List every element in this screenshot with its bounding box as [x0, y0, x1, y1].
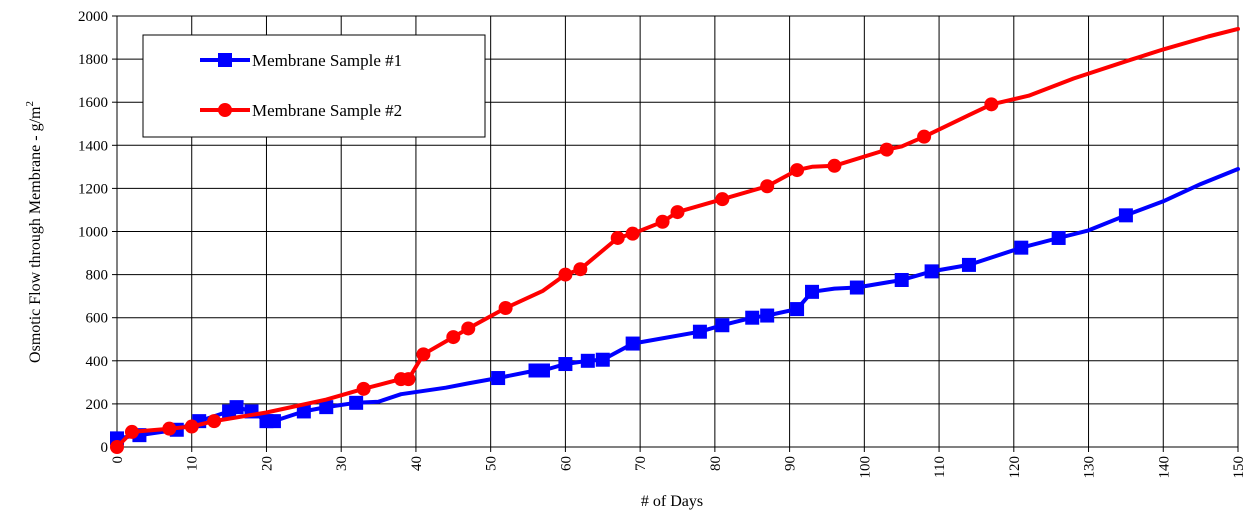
series-2-point — [558, 267, 573, 282]
series-1-point — [961, 257, 976, 272]
series-1-point — [924, 264, 939, 279]
y-tick-label: 0 — [101, 440, 109, 456]
legend-label-sample-2: Membrane Sample #2 — [252, 101, 402, 120]
series-2-point — [401, 372, 416, 387]
y-tick-label: 1000 — [78, 225, 108, 241]
x-tick-label: 0 — [110, 456, 126, 464]
series-1-point — [692, 324, 707, 339]
legend: Membrane Sample #1 Membrane Sample #2 — [142, 34, 486, 138]
x-tick-label: 140 — [1156, 456, 1172, 479]
series-1-point — [760, 308, 775, 323]
x-tick-label: 150 — [1231, 456, 1243, 479]
series-1-point — [580, 353, 595, 368]
series-1-point — [790, 302, 805, 317]
series-2-point — [610, 230, 625, 245]
y-axis-label: Osmotic Flow through Membrane - g/m2 — [24, 101, 44, 363]
series-layer — [110, 26, 1240, 454]
x-tick-label: 100 — [857, 456, 873, 479]
series-2-point — [446, 330, 461, 345]
x-tick-label: 50 — [484, 456, 500, 471]
legend-marker-sample-2 — [218, 103, 232, 117]
x-tick-label: 40 — [409, 456, 425, 471]
series-1-point — [558, 357, 573, 372]
series-1-point — [715, 318, 730, 333]
y-tick-label: 2000 — [78, 9, 108, 25]
series-1-point — [1014, 240, 1029, 255]
axes — [112, 15, 1239, 452]
series-2-point — [124, 424, 139, 439]
legend-label-sample-1: Membrane Sample #1 — [252, 51, 402, 70]
series-1-point — [805, 284, 820, 299]
y-tick-label: 1800 — [78, 52, 108, 68]
series-2 — [110, 26, 1240, 454]
series-1-point — [625, 336, 640, 351]
series-2-point — [184, 419, 199, 434]
series-2-point — [879, 142, 894, 157]
series-1-point — [319, 400, 334, 415]
y-axis-label-superscript: 2 — [24, 101, 36, 107]
series-2-point — [827, 158, 842, 173]
series-1-point — [266, 414, 281, 429]
y-tick-label: 1600 — [78, 95, 108, 111]
series-2-point — [625, 226, 640, 241]
series-2-point — [655, 214, 670, 229]
x-tick-label: 120 — [1007, 456, 1023, 479]
y-tick-label: 1200 — [78, 181, 108, 197]
series-2-point — [162, 421, 177, 436]
legend-marker-sample-1 — [218, 53, 232, 67]
series-2-point — [760, 179, 775, 194]
series-2-point — [498, 301, 513, 316]
x-tick-label: 20 — [259, 456, 275, 471]
series-2-point — [461, 321, 476, 336]
series-2-point — [356, 381, 371, 396]
series-2-point — [207, 414, 222, 429]
tick-labels: 0 200 400 600 800 1000 1200 1400 1600 1800 2000 0 10… — [78, 9, 1243, 479]
series-1-point — [1051, 230, 1066, 245]
series-1-point — [296, 404, 311, 419]
y-tick-label: 1400 — [78, 138, 108, 154]
x-tick-label: 80 — [708, 456, 724, 471]
series-1-point — [595, 352, 610, 367]
series-1-point — [349, 395, 364, 410]
x-tick-label: 70 — [633, 456, 649, 471]
series-1-point — [1118, 208, 1133, 223]
series-1-point — [491, 371, 506, 386]
x-tick-label: 10 — [185, 456, 201, 471]
y-tick-label: 200 — [86, 397, 109, 413]
series-2-point — [110, 440, 124, 454]
series-1-point — [745, 310, 760, 325]
x-tick-label: 110 — [932, 456, 948, 478]
x-tick-label: 30 — [334, 456, 350, 471]
series-2-point — [984, 97, 999, 112]
x-tick-label: 60 — [558, 456, 574, 471]
series-1-point — [229, 400, 244, 415]
series-2-point — [416, 347, 431, 362]
y-axis-label-text: Osmotic Flow through Membrane - g/m — [27, 106, 44, 363]
y-tick-label: 600 — [86, 311, 109, 327]
series-2-point — [917, 129, 932, 144]
series-2-point — [790, 163, 805, 178]
series-2-point — [573, 262, 588, 277]
legend-box — [142, 34, 486, 138]
series-2-point — [670, 205, 685, 220]
x-axis-label: # of Days — [641, 493, 703, 510]
y-tick-label: 800 — [86, 268, 109, 284]
x-tick-label: 130 — [1082, 456, 1098, 479]
series-1-point — [849, 280, 864, 295]
y-tick-label: 400 — [86, 354, 109, 370]
series-1-point — [535, 363, 550, 378]
series-2-point — [715, 192, 730, 207]
series-1-point — [894, 272, 909, 287]
x-tick-label: 90 — [783, 456, 799, 471]
